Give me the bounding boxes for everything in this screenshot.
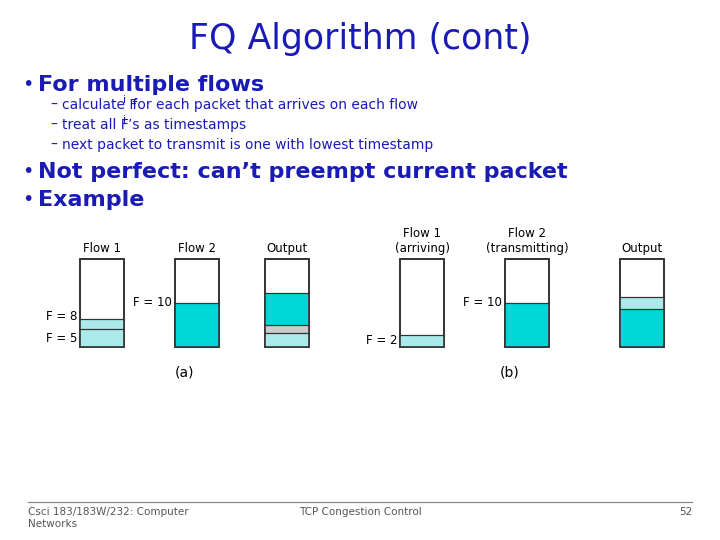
Bar <box>265 325 309 333</box>
Text: 52: 52 <box>679 507 692 517</box>
Bar <box>265 259 309 347</box>
Bar <box>620 259 664 347</box>
Text: (a): (a) <box>175 365 194 379</box>
Bar <box>620 309 664 347</box>
Text: •: • <box>22 162 33 181</box>
Text: treat all F: treat all F <box>62 118 129 132</box>
Bar <box>265 259 309 347</box>
Text: F = 10: F = 10 <box>133 296 172 309</box>
Bar <box>400 335 444 347</box>
Text: Output: Output <box>621 242 662 255</box>
Text: FQ Algorithm (cont): FQ Algorithm (cont) <box>189 22 531 56</box>
Text: Flow 2
(transmitting): Flow 2 (transmitting) <box>486 227 568 255</box>
Bar <box>505 259 549 347</box>
Bar <box>400 259 444 347</box>
Bar <box>265 333 309 347</box>
Text: ’s as timestamps: ’s as timestamps <box>127 118 246 132</box>
Bar <box>80 319 124 329</box>
Text: i: i <box>122 115 125 125</box>
Text: Csci 183/183W/232: Computer
Networks: Csci 183/183W/232: Computer Networks <box>28 507 189 529</box>
Bar <box>620 259 664 347</box>
Text: next packet to transmit is one with lowest timestamp: next packet to transmit is one with lowe… <box>62 138 433 152</box>
Text: –: – <box>50 118 57 132</box>
Bar <box>175 259 219 347</box>
Text: TCP Congestion Control: TCP Congestion Control <box>299 507 421 517</box>
Bar <box>80 329 124 347</box>
Bar <box>505 259 549 347</box>
Text: Not perfect: can’t preempt current packet: Not perfect: can’t preempt current packe… <box>38 162 567 182</box>
Text: –: – <box>50 98 57 112</box>
Text: –: – <box>50 138 57 152</box>
Text: Flow 1: Flow 1 <box>83 242 121 255</box>
Text: i: i <box>122 95 125 105</box>
Text: For multiple flows: For multiple flows <box>38 75 264 95</box>
Text: F = 10: F = 10 <box>463 296 502 309</box>
Text: •: • <box>22 190 33 209</box>
Text: Flow 1
(arriving): Flow 1 (arriving) <box>395 227 449 255</box>
Bar <box>505 303 549 347</box>
Text: (b): (b) <box>500 365 520 379</box>
Bar <box>175 259 219 347</box>
Bar <box>80 259 124 347</box>
Text: for each packet that arrives on each flow: for each packet that arrives on each flo… <box>127 98 418 112</box>
Bar <box>80 259 124 347</box>
Bar <box>620 297 664 309</box>
Text: Output: Output <box>266 242 307 255</box>
Text: calculate F: calculate F <box>62 98 138 112</box>
Text: F = 5: F = 5 <box>45 332 77 345</box>
Text: F = 2: F = 2 <box>366 334 397 348</box>
Bar <box>265 293 309 325</box>
Text: •: • <box>22 75 33 94</box>
Text: F = 8: F = 8 <box>45 310 77 323</box>
Text: Flow 2: Flow 2 <box>178 242 216 255</box>
Bar <box>175 303 219 347</box>
Bar <box>400 259 444 347</box>
Text: Example: Example <box>38 190 145 210</box>
